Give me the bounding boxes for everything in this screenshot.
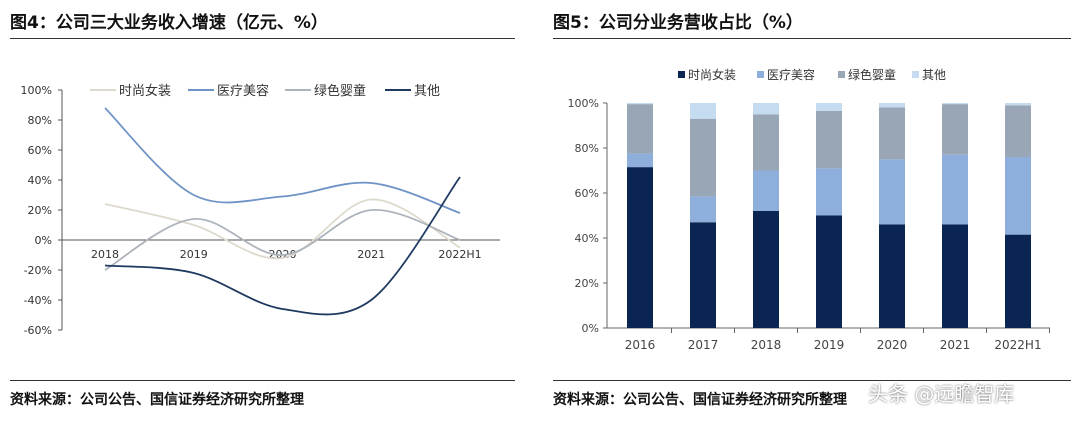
right-source: 资料来源：公司公告、国信证券经济研究所整理 — [553, 392, 847, 408]
line-series-2 — [104, 209, 461, 271]
divider — [10, 38, 515, 39]
bar-1 — [1005, 157, 1031, 235]
legend-swatch — [757, 71, 764, 78]
bar-1 — [753, 170, 779, 211]
y-tick-label: 20% — [28, 204, 52, 217]
bar-0 — [690, 222, 716, 328]
bar-3 — [627, 103, 653, 105]
bar-1 — [879, 159, 905, 225]
left-source: 资料来源：公司公告、国信证券经济研究所整理 — [10, 392, 304, 408]
x-tick-label: 2019 — [180, 248, 208, 261]
bar-3 — [942, 103, 968, 105]
y-tick-label: -20% — [24, 264, 52, 277]
bar-0 — [627, 167, 653, 328]
y-tick-label: 0% — [582, 322, 599, 335]
x-tick-label: 2017 — [688, 338, 719, 352]
bar-2 — [627, 104, 653, 154]
y-tick-label: -40% — [24, 294, 52, 307]
legend-label: 其他 — [414, 84, 440, 99]
x-tick-label: 2018 — [751, 338, 782, 352]
y-tick-label: 0% — [35, 234, 52, 247]
divider — [553, 380, 1071, 381]
y-tick-label: 60% — [28, 144, 52, 157]
x-tick-label: 2020 — [877, 338, 908, 352]
legend-swatch — [678, 71, 685, 78]
y-tick-label: 60% — [575, 187, 599, 200]
legend-label: 医疗美容 — [767, 67, 815, 82]
divider — [10, 380, 515, 381]
legend-label: 绿色婴童 — [314, 83, 366, 99]
right-chart-title: 图5：公司分业务营收占比（%） — [553, 13, 803, 33]
bar-3 — [753, 103, 779, 115]
bar-2 — [879, 107, 905, 160]
bar-1 — [690, 196, 716, 223]
legend-label: 医疗美容 — [217, 83, 269, 99]
x-tick-label: 2021 — [940, 338, 971, 352]
x-tick-label: 2022H1 — [438, 248, 481, 261]
legend-label: 时尚女装 — [688, 67, 736, 82]
x-tick-label: 2022H1 — [994, 338, 1041, 352]
bar-0 — [942, 224, 968, 328]
x-tick-label: 2016 — [625, 338, 656, 352]
line-series-1 — [104, 107, 461, 214]
bar-1 — [816, 168, 842, 216]
legend-label: 绿色婴童 — [848, 67, 896, 82]
y-tick-label: 40% — [575, 232, 599, 245]
bar-1 — [942, 154, 968, 225]
bar-3 — [690, 103, 716, 119]
bar-0 — [753, 211, 779, 328]
y-tick-label: 20% — [575, 277, 599, 290]
y-tick-label: 40% — [28, 174, 52, 187]
legend-swatch — [912, 71, 919, 78]
line-series-0 — [104, 198, 461, 260]
legend-label: 其他 — [922, 68, 946, 82]
x-tick-label: 2019 — [814, 338, 845, 352]
bar-3 — [816, 103, 842, 111]
legend-label: 时尚女装 — [119, 83, 171, 99]
bar-2 — [816, 110, 842, 169]
left-chart-title: 图4：公司三大业务收入增速（亿元、%） — [10, 13, 328, 33]
y-tick-label: 100% — [21, 84, 52, 97]
y-tick-label: -60% — [24, 324, 52, 337]
bar-0 — [1005, 234, 1031, 328]
x-tick-label: 2018 — [91, 248, 119, 261]
bar-0 — [879, 224, 905, 328]
bar-2 — [690, 118, 716, 197]
x-tick-label: 2021 — [357, 248, 385, 261]
divider — [553, 38, 1071, 39]
legend-swatch — [838, 71, 845, 78]
bar-3 — [879, 103, 905, 108]
line-series-3 — [104, 176, 461, 316]
bar-1 — [627, 153, 653, 168]
watermark: 头条 @远瞻智库 — [868, 382, 1015, 406]
bar-0 — [816, 215, 842, 328]
bar-3 — [1005, 103, 1031, 106]
y-tick-label: 100% — [568, 97, 599, 110]
bar-2 — [1005, 105, 1031, 157]
bar-2 — [942, 104, 968, 155]
y-tick-label: 80% — [575, 142, 599, 155]
y-tick-label: 80% — [28, 114, 52, 127]
bar-2 — [753, 114, 779, 171]
